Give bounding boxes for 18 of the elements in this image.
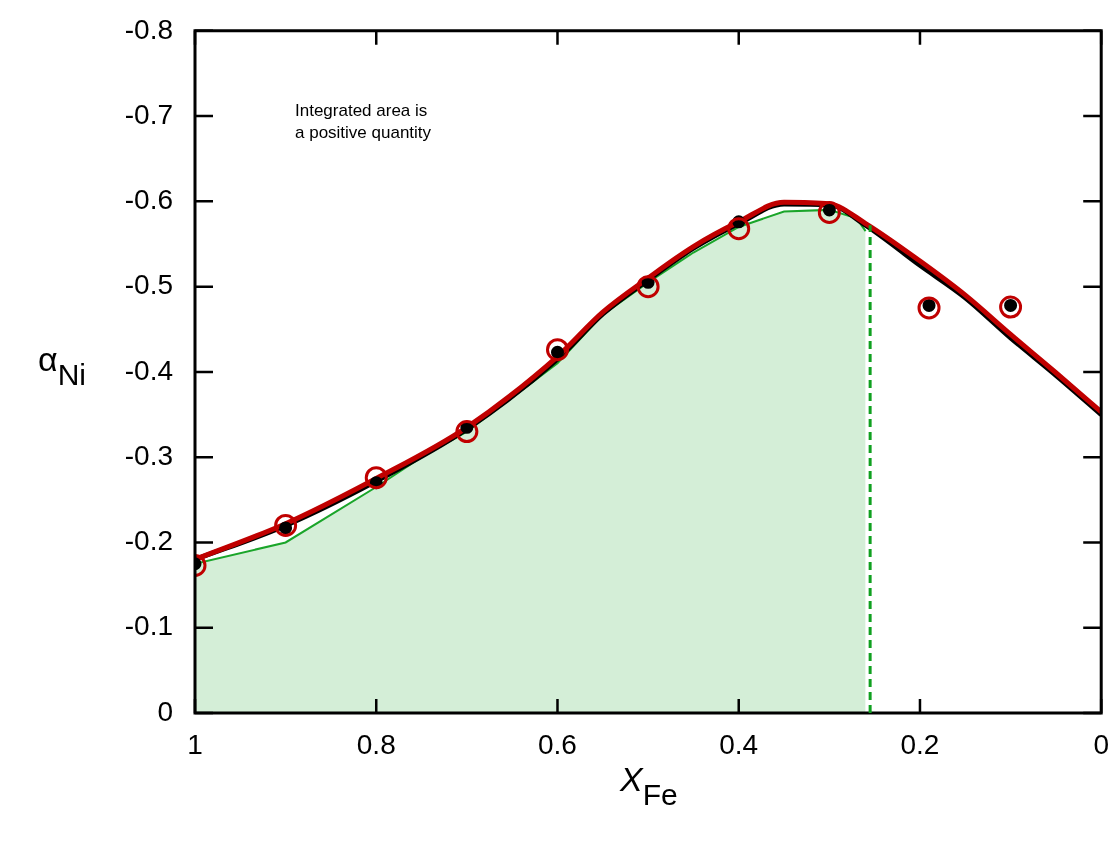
y-tick-label: -0.8 [124,13,173,45]
y-tick-label: -0.5 [124,269,173,301]
y-tick-label: -0.3 [124,439,173,471]
y-axis-title: α$_{Ni}$ [38,340,86,392]
x-tick-label: 0.2 [900,728,940,760]
x-tick-label: 0.8 [356,728,396,760]
x-tick-label: 0 [1093,728,1109,760]
y-tick-label: -0.2 [124,525,173,557]
y-tick-label: -0.6 [124,184,173,216]
y-tick-label: -0.4 [124,354,173,386]
annotation: Integrated area is a positive quantity [295,100,432,144]
y-tick-label: 0 [157,695,173,727]
x-tick-label: 0.6 [538,728,577,760]
y-tick-label: -0.7 [124,98,173,130]
x-axis-title: X$_{Fe}$ [620,760,678,812]
x-tick-label: 1 [187,728,203,760]
x-tick-label: 0.4 [719,728,759,760]
y-tick-label: -0.1 [124,610,173,642]
